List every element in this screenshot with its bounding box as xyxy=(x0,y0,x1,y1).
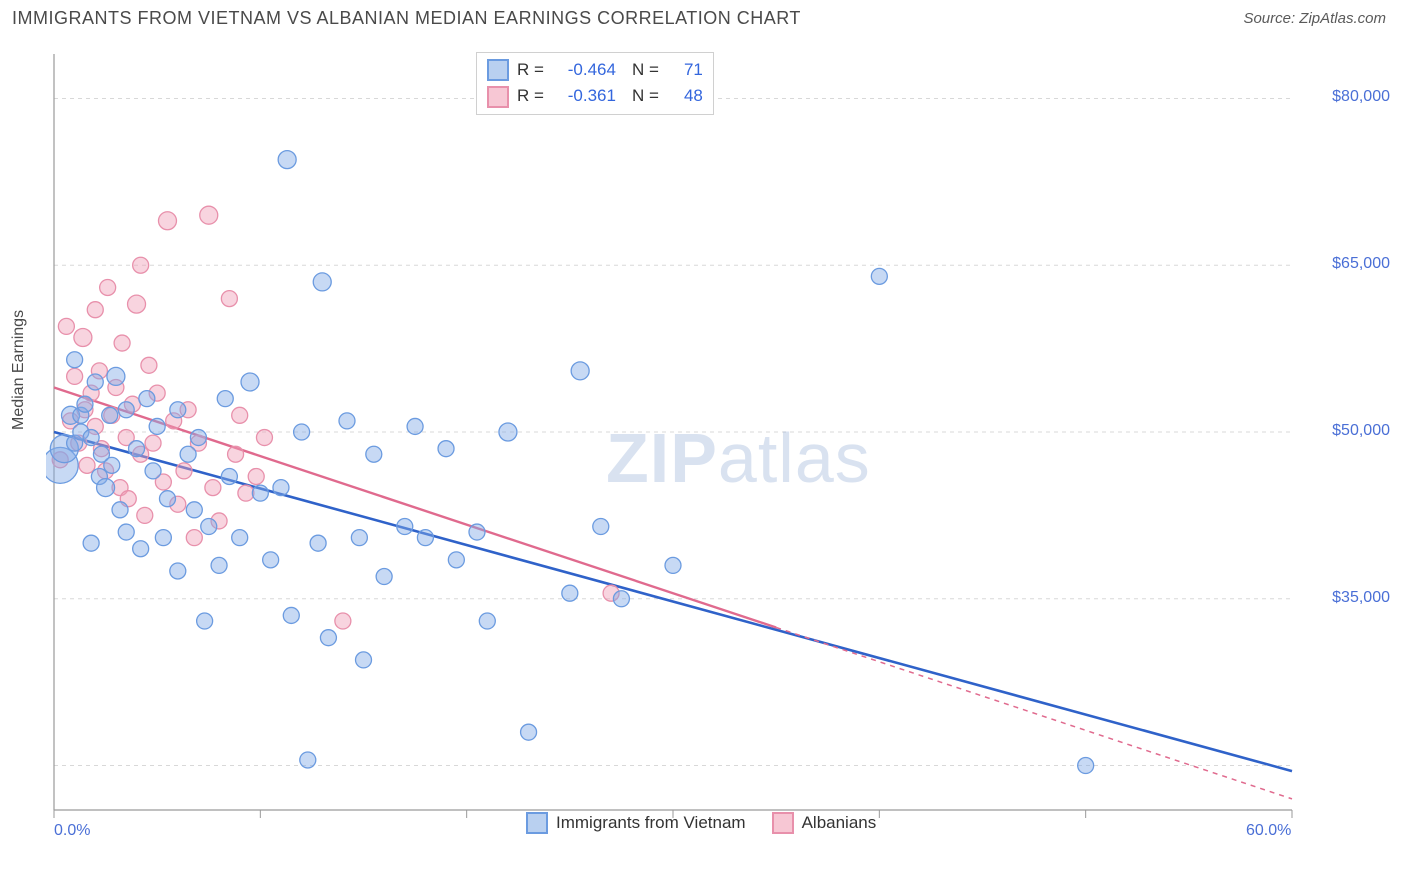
n-value: 71 xyxy=(669,57,703,83)
legend-row: R = -0.361 N = 48 xyxy=(487,83,703,109)
legend-swatch xyxy=(526,812,548,834)
r-value: -0.464 xyxy=(554,57,616,83)
x-tick-label: 60.0% xyxy=(1246,822,1291,840)
y-axis-label: Median Earnings xyxy=(10,310,28,430)
correlation-legend: R = -0.464 N = 71 R = -0.361 N = 48 xyxy=(476,52,714,115)
legend-row: R = -0.464 N = 71 xyxy=(487,57,703,83)
y-tick-label: $65,000 xyxy=(1310,255,1390,273)
y-tick-label: $35,000 xyxy=(1310,589,1390,607)
r-label: R = xyxy=(517,57,544,83)
n-value: 48 xyxy=(669,83,703,109)
source-attribution: Source: ZipAtlas.com xyxy=(1243,10,1386,27)
series-legend: Immigrants from Vietnam Albanians xyxy=(526,812,876,834)
legend-item: Albanians xyxy=(772,812,877,834)
scatter-chart xyxy=(46,48,1346,838)
y-tick-label: $50,000 xyxy=(1310,422,1390,440)
legend-swatch xyxy=(487,86,509,108)
legend-swatch xyxy=(487,59,509,81)
n-label: N = xyxy=(632,57,659,83)
r-value: -0.361 xyxy=(554,83,616,109)
legend-label: Albanians xyxy=(802,813,877,833)
chart-title: IMMIGRANTS FROM VIETNAM VS ALBANIAN MEDI… xyxy=(12,8,801,29)
legend-label: Immigrants from Vietnam xyxy=(556,813,746,833)
r-label: R = xyxy=(517,83,544,109)
x-tick-label: 0.0% xyxy=(54,822,90,840)
n-label: N = xyxy=(632,83,659,109)
plot-area: ZIPatlas R =-0.464N =71R =-0.361N =48 Im… xyxy=(46,48,1346,838)
legend-item: Immigrants from Vietnam xyxy=(526,812,746,834)
y-tick-label: $80,000 xyxy=(1310,88,1390,106)
legend-swatch xyxy=(772,812,794,834)
